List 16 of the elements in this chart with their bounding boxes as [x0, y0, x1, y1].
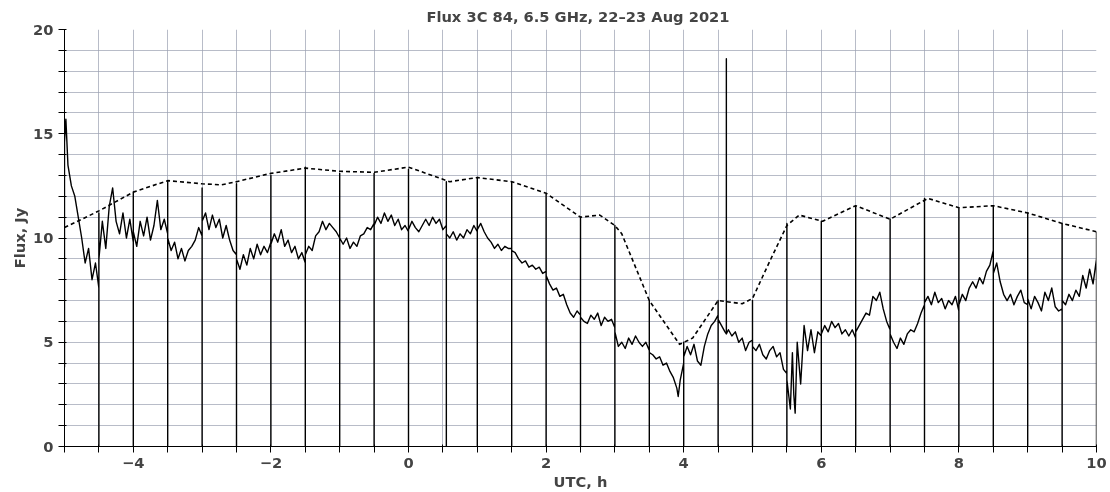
chart-title: Flux 3C 84, 6.5 GHz, 22–23 Aug 2021	[426, 7, 730, 25]
x-tick-label: 2	[541, 453, 552, 471]
x-axis-title: UTC, h	[553, 472, 608, 490]
y-tick-label: 20	[33, 20, 54, 38]
y-tick-label: 0	[43, 437, 54, 455]
x-tick-label: 10	[1086, 453, 1107, 471]
x-tick-label: 8	[953, 453, 964, 471]
y-tick-label: 5	[43, 333, 54, 351]
y-tick-label: 15	[33, 124, 54, 142]
x-tick-label: −4	[122, 453, 145, 471]
x-tick-label: 4	[678, 453, 689, 471]
y-tick-label: 10	[33, 229, 54, 246]
x-tick-label: 0	[403, 453, 414, 471]
x-tick-label: 6	[816, 453, 827, 471]
y-axis-title: Flux, Jy	[11, 207, 29, 269]
x-tick-label: −2	[259, 453, 283, 471]
